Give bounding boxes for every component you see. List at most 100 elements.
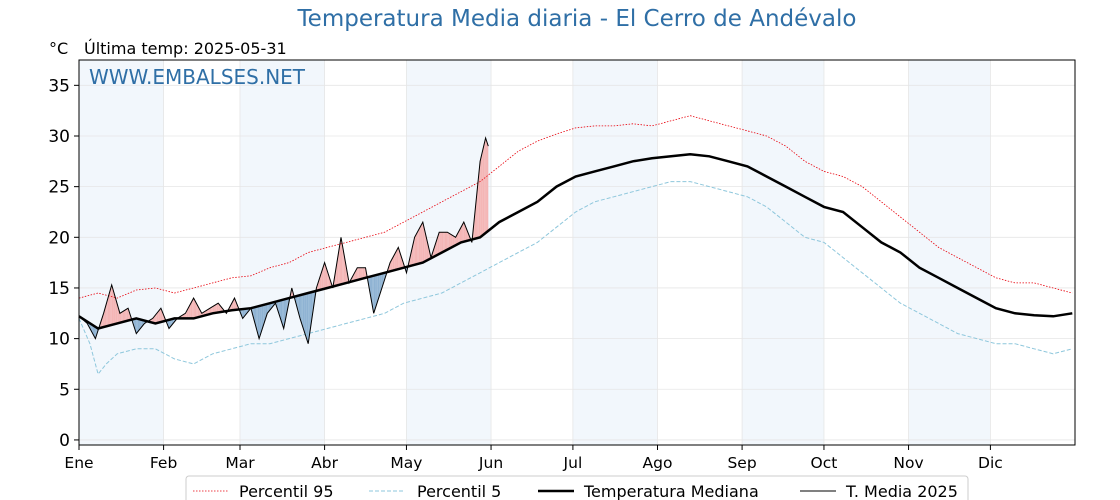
above-median-fill [114,294,116,325]
above-median-fill [456,232,459,245]
above-median-fill [482,143,485,236]
above-median-fill [194,300,197,318]
below-median-fill [379,273,381,297]
below-median-fill [312,291,314,316]
above-median-fill [459,227,462,244]
x-tick-label: Dic [978,454,1003,472]
below-median-fill [295,295,298,309]
above-median-fill [414,234,417,265]
below-median-fill [309,292,311,335]
x-tick-label: Jun [478,454,503,472]
above-median-fill [441,232,444,253]
above-median-fill [189,303,191,319]
above-median-fill [444,232,447,252]
y-tick-label: 20 [48,228,70,248]
below-median-fill [242,308,245,319]
legend-box [185,475,969,500]
above-median-fill [485,138,487,233]
chart-title: Temperatura Media diaria - El Cerro de A… [297,6,857,32]
below-median-fill [302,294,305,332]
below-median-fill [383,272,385,284]
y-axis-ticks: 0 5 10 15 20 25 30 35 [48,76,79,451]
y-tick-label: 0 [59,431,70,451]
above-median-fill [474,201,477,239]
above-median-fill [360,267,362,280]
above-median-fill [418,227,421,264]
below-median-fill [305,293,307,340]
below-median-fill [282,299,284,329]
above-median-fill [158,309,160,323]
y-tick-label: 35 [48,76,70,96]
above-median-fill [125,309,127,322]
legend: Percentil 95 Percentil 5 Temperatura Media… [185,475,969,500]
below-median-fill [94,325,96,339]
x-tick-label: Sep [727,454,756,472]
x-tick-label: Ago [643,454,673,472]
above-median-fill [447,232,449,250]
above-median-fill [486,142,489,232]
below-median-fill [260,305,262,335]
below-median-fill [377,274,380,301]
above-median-fill [462,222,464,243]
above-median-fill [417,229,419,265]
above-median-fill [420,224,422,264]
above-median-fill [162,311,164,322]
month-band [742,60,824,445]
x-tick-label: Nov [893,454,923,472]
below-median-fill [372,275,374,314]
above-median-fill [128,308,130,321]
below-median-fill [280,299,283,325]
month-band [239,60,325,445]
below-median-fill [375,274,377,310]
below-median-fill [137,318,140,332]
above-median-fill [155,313,157,324]
above-median-fill [190,300,193,319]
x-axis-ticks: Ene Feb Mar Abr May Jun Jul Ago Sep Oct Nov Dic [64,445,1003,472]
above-median-fill [416,232,418,265]
above-median-fill [440,232,442,254]
above-median-fill [111,284,114,325]
above-median-fill [323,262,325,290]
above-median-fill [484,138,486,235]
above-median-fill [216,303,219,313]
above-median-fill [317,279,320,291]
y-tick-label: 30 [48,127,70,147]
above-median-fill [394,252,396,271]
y-tick-label: 25 [48,178,70,198]
above-median-fill [122,310,125,322]
below-median-fill [369,276,371,299]
above-median-fill [395,249,397,270]
month-band [79,60,164,445]
above-median-fill [321,266,324,290]
above-median-fill [439,232,441,254]
x-tick-label: Ene [64,454,93,472]
above-median-fill [413,237,415,266]
above-median-fill [340,237,343,285]
above-median-fill [477,174,479,239]
above-median-fill [450,233,452,249]
legend-label: Percentil 95 [239,482,334,500]
above-median-fill [193,298,195,319]
above-median-fill [106,299,108,327]
above-median-fill [463,222,466,242]
above-median-fill [481,149,483,237]
above-median-fill [448,233,451,249]
plot-frame [78,59,1076,446]
above-median-fill [398,247,400,270]
below-median-fill [259,305,261,339]
above-median-fill [342,244,344,284]
above-median-fill [209,307,212,315]
above-median-fill [391,257,393,271]
above-median-fill [230,303,232,311]
month-band [908,60,991,445]
above-median-fill [396,247,399,270]
above-median-fill [433,244,436,257]
above-median-fill [355,267,358,281]
above-median-fill [214,304,216,314]
above-median-fill [452,235,455,247]
above-median-fill [458,229,460,244]
above-median-fill [425,233,427,262]
above-median-fill [109,289,111,326]
above-median-fill [410,249,412,266]
above-median-fill [196,303,198,318]
